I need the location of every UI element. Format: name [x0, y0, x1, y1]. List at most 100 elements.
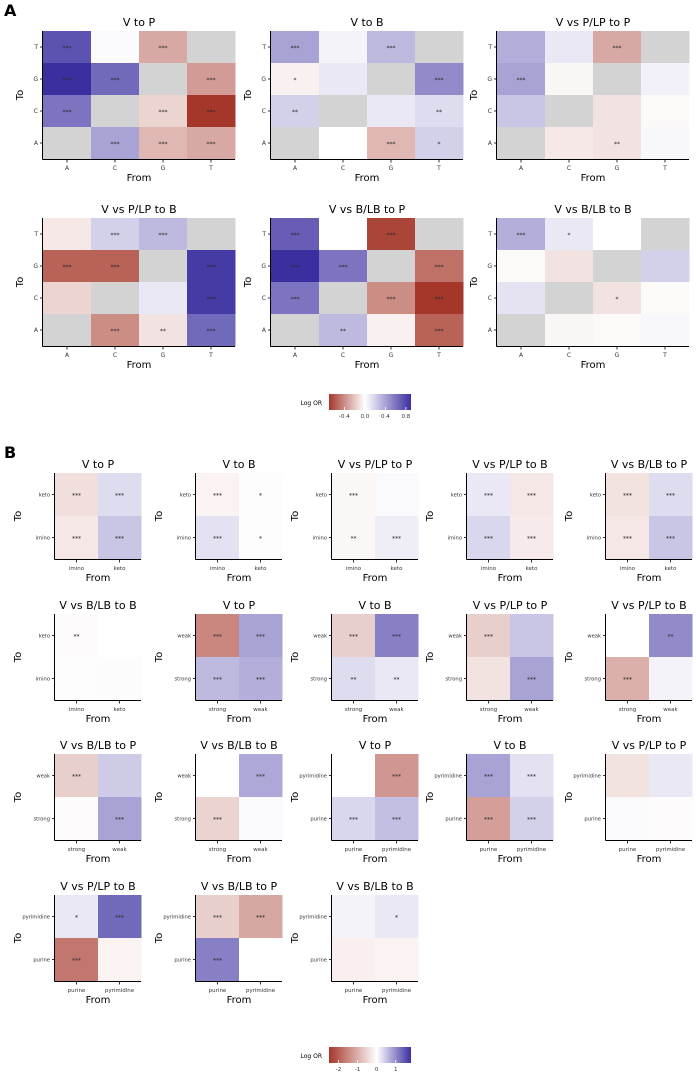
heatmap-cell	[367, 282, 416, 315]
heatmap-title: V to P	[359, 739, 392, 752]
y-tick-label: purine	[310, 958, 327, 964]
heatmap-cell	[649, 754, 693, 798]
y-tick-label: G	[487, 263, 492, 270]
heatmap-cell	[593, 314, 642, 347]
y-tick-label: keto	[316, 493, 327, 499]
heatmap-grid: V to P *** *** *** *** *** *** *** *** *** *** *** T…	[13, 16, 693, 1006]
x-tick-label: strong	[68, 847, 86, 853]
significance-label: **	[436, 109, 442, 116]
x-tick-label: imino	[481, 566, 497, 572]
x-tick-label: G	[615, 165, 620, 172]
y-tick-label: A	[262, 140, 267, 147]
x-tick-label: purine	[209, 988, 227, 994]
heatmap-cell	[545, 282, 594, 315]
heatmap-cell	[98, 895, 142, 939]
heatmap-cell	[196, 895, 240, 939]
x-tick-label: pyrimidine	[517, 847, 547, 853]
x-tick-label: T	[662, 352, 667, 359]
heatmap-cell	[187, 282, 236, 315]
heatmap-title: V vs B/LB to B	[554, 203, 631, 216]
heatmap-cell	[271, 95, 320, 128]
y-tick-label: imino	[36, 536, 50, 542]
heatmap-cell	[332, 938, 376, 982]
x-axis-title: From	[498, 714, 523, 725]
y-tick-label: A	[34, 327, 39, 334]
heatmap-cell	[239, 657, 283, 701]
heatmap-cell	[98, 938, 142, 982]
x-tick-label: keto	[391, 566, 404, 572]
heatmap-cell	[98, 614, 142, 658]
heatmap-cell	[319, 314, 368, 347]
x-tick-label: purine	[345, 847, 363, 853]
heatmap-cell	[606, 614, 650, 658]
significance-label: ***	[527, 536, 536, 543]
legend-b-colorbar	[329, 1047, 411, 1063]
y-tick-label: A	[488, 140, 493, 147]
heatmap-cell	[239, 895, 283, 939]
heatmap-cell	[139, 63, 188, 96]
heatmap-19: V to P *** *** *** pyrimidine purine purine pyr…	[290, 739, 419, 865]
significance-label: ***	[484, 817, 493, 824]
y-tick-label: G	[33, 263, 38, 270]
significance-label: ***	[291, 45, 300, 52]
heatmap-cell	[375, 516, 419, 560]
heatmap-cell	[545, 127, 594, 160]
heatmap-10: V vs P/LP to B *** *** *** *** keto imino imino…	[425, 458, 554, 584]
heatmap-17: V vs B/LB to P *** *** weak strong strong weak…	[13, 739, 142, 865]
y-tick-label: purine	[174, 958, 191, 964]
significance-label: ***	[111, 264, 120, 271]
heatmap-cell	[375, 895, 419, 939]
heatmap-cell	[91, 63, 140, 96]
heatmap-cell	[43, 127, 92, 160]
y-tick-label: strong	[33, 817, 50, 823]
y-tick-label: G	[487, 76, 492, 83]
significance-label: ***	[666, 493, 675, 500]
heatmap-cell	[98, 516, 142, 560]
y-tick-label: strong	[584, 677, 601, 683]
heatmap-cell	[593, 95, 642, 128]
heatmap-cell	[139, 31, 188, 64]
heatmap-cell	[139, 282, 188, 315]
heatmap-title: V vs P/LP to P	[338, 458, 413, 471]
significance-label: ***	[213, 958, 222, 965]
heatmap-cell	[55, 754, 99, 798]
heatmap-title: V vs B/LB to P	[329, 203, 406, 216]
significance-label: ***	[349, 493, 358, 500]
x-tick-label: weak	[253, 707, 268, 713]
y-tick-label: strong	[174, 677, 191, 683]
heatmap-cell	[545, 63, 594, 96]
heatmap-title: V to B	[493, 739, 526, 752]
heatmap-cell	[43, 282, 92, 315]
significance-label: ***	[291, 264, 300, 271]
x-axis-title: From	[637, 714, 662, 725]
heatmap-cell	[239, 614, 283, 658]
significance-label: ***	[213, 493, 222, 500]
heatmap-cell	[641, 218, 690, 251]
y-axis-title: To	[425, 792, 436, 804]
heatmap-18: V vs B/LB to B *** *** weak strong strong weak…	[154, 739, 283, 865]
heatmap-cell	[98, 657, 142, 701]
x-tick-label: G	[389, 352, 394, 359]
x-tick-label: strong	[480, 707, 498, 713]
heatmap-title: V to P	[123, 16, 156, 29]
heatmap-title: V vs P/LP to B	[611, 599, 686, 612]
heatmap-cell	[55, 657, 99, 701]
y-tick-label: T	[33, 44, 38, 51]
heatmap-cell	[415, 282, 464, 315]
heatmap-cell	[510, 657, 554, 701]
y-axis-title: To	[290, 933, 301, 945]
heatmap-cell	[91, 282, 140, 315]
x-tick-label: T	[436, 352, 441, 359]
heatmap-cell	[467, 657, 511, 701]
significance-label: ***	[517, 232, 526, 239]
y-tick-label: pyrimidine	[299, 774, 327, 780]
heatmap-cell	[196, 657, 240, 701]
heatmap-cell	[332, 614, 376, 658]
heatmap-cell	[497, 218, 546, 251]
x-tick-label: weak	[253, 847, 268, 853]
heatmap-cell	[375, 797, 419, 841]
heatmap-cell	[510, 797, 554, 841]
significance-label: ***	[72, 774, 81, 781]
heatmap-title: V to B	[358, 599, 391, 612]
